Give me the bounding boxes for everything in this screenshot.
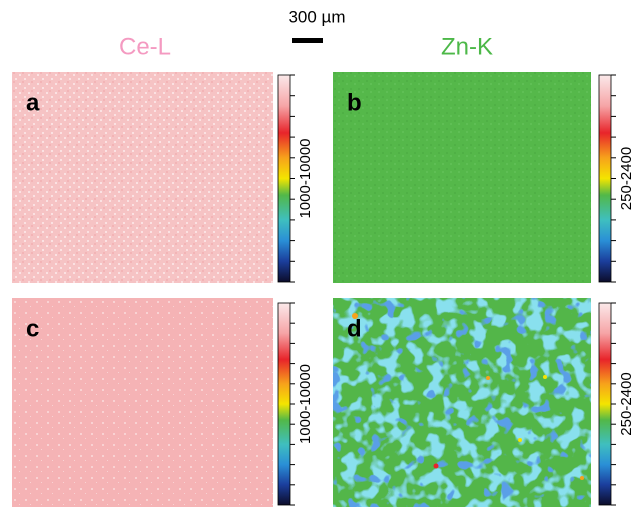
colorbar-label: 250-2400 (618, 147, 635, 210)
colorbar (277, 74, 291, 283)
panel-label: a (26, 89, 40, 116)
map (333, 298, 591, 507)
panel-label: b (347, 89, 362, 116)
map (12, 298, 273, 507)
colorbar (598, 302, 612, 506)
colorbar-label: 250-2400 (618, 372, 635, 435)
colorbar (277, 302, 291, 506)
panel-label: d (347, 315, 362, 342)
scale-bar (292, 38, 323, 43)
colorbar-label: 1000-10000 (297, 364, 314, 444)
colorbar (598, 74, 612, 283)
column-title: Ce-L (119, 33, 171, 60)
colorbar-label: 1000-10000 (297, 138, 314, 218)
hot-spots (352, 313, 584, 480)
map (12, 72, 273, 283)
map (333, 72, 591, 283)
scale-bar-label: 300 µm (288, 7, 345, 26)
panel-label: c (26, 315, 39, 342)
colorbars: 1000-10000 250-2400 1000-10000 250-2400 (277, 74, 635, 506)
column-title: Zn-K (441, 33, 493, 60)
